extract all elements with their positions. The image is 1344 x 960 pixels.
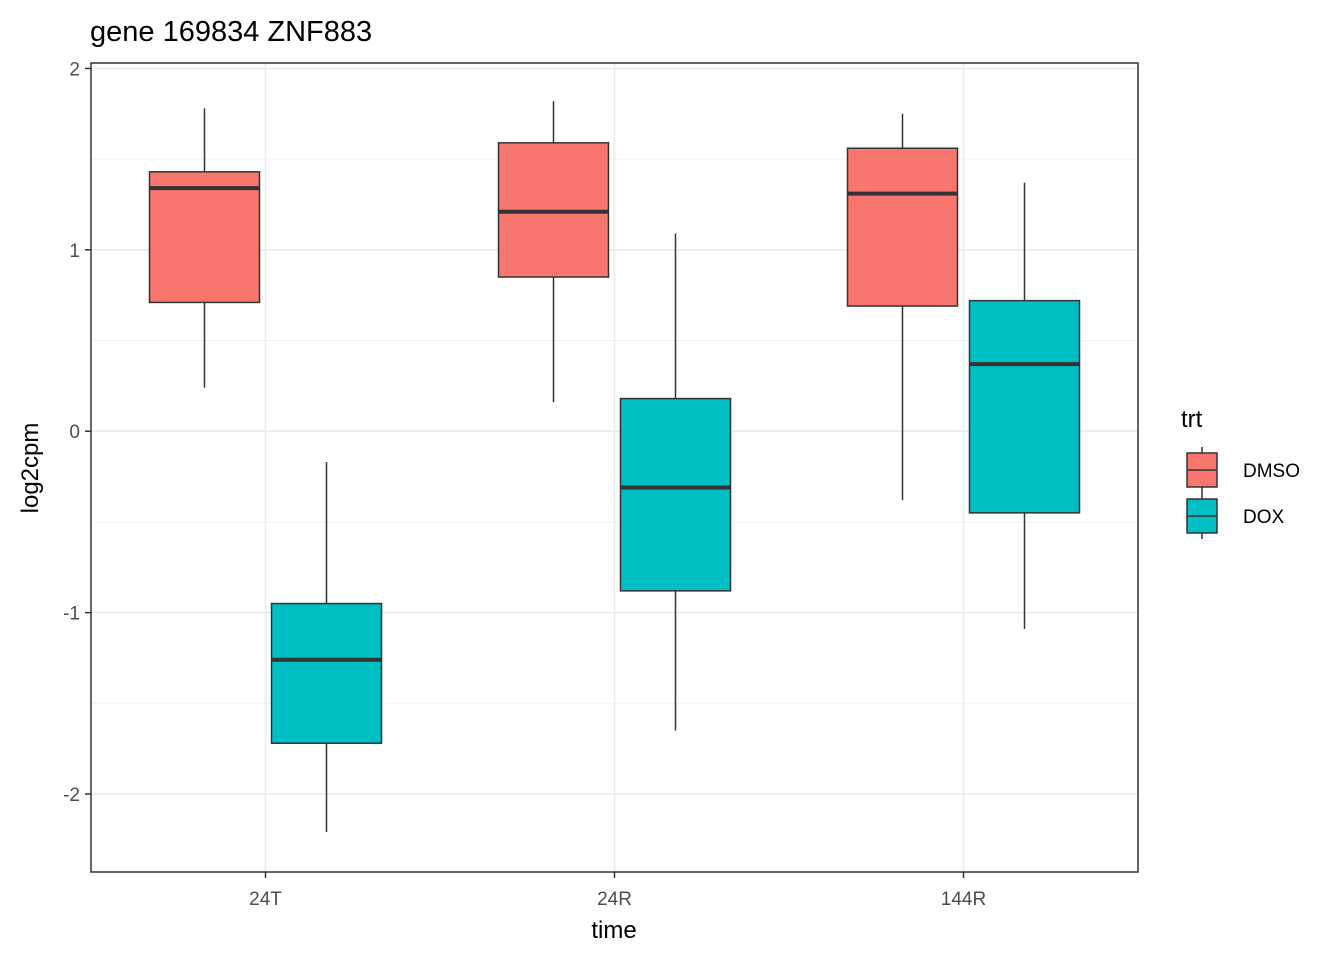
legend-item-dmso: DMSO xyxy=(1186,447,1300,493)
y-tick-label: -2 xyxy=(63,785,80,806)
box-iqr xyxy=(270,602,383,744)
box-iqr xyxy=(148,171,261,304)
x-axis: 24T 24R 144R xyxy=(249,872,986,910)
legend-item-dox: DOX xyxy=(1186,493,1285,539)
y-tick-label: 2 xyxy=(69,59,80,80)
x-tick-label: 24R xyxy=(597,889,632,910)
box-dmso-24r xyxy=(497,101,610,403)
y-tick-label: 1 xyxy=(69,241,80,262)
box-dox-24t xyxy=(270,462,383,833)
box-dmso-144r xyxy=(846,113,959,501)
y-axis-title: log2cpm xyxy=(17,423,44,514)
x-tick-label: 24T xyxy=(249,889,282,910)
box-iqr xyxy=(968,299,1081,514)
box-iqr xyxy=(619,397,732,592)
plot-panel xyxy=(90,62,1139,873)
legend-label: DOX xyxy=(1243,507,1285,528)
y-tick-label: -1 xyxy=(63,604,80,625)
y-tick-label: 0 xyxy=(69,422,80,443)
box-dox-24r xyxy=(619,233,732,731)
legend: trt DMSO DOX xyxy=(1181,406,1300,539)
legend-label: DMSO xyxy=(1243,461,1300,482)
box-dox-144r xyxy=(968,182,1081,629)
x-axis-title: time xyxy=(591,917,636,944)
legend-title: trt xyxy=(1181,406,1203,433)
box-iqr xyxy=(846,147,959,307)
y-axis: 2 1 0 -1 -2 xyxy=(63,59,91,806)
box-dmso-24t xyxy=(148,108,261,388)
chart-title: gene 169834 ZNF883 xyxy=(90,16,372,48)
x-tick-label: 144R xyxy=(941,889,986,910)
